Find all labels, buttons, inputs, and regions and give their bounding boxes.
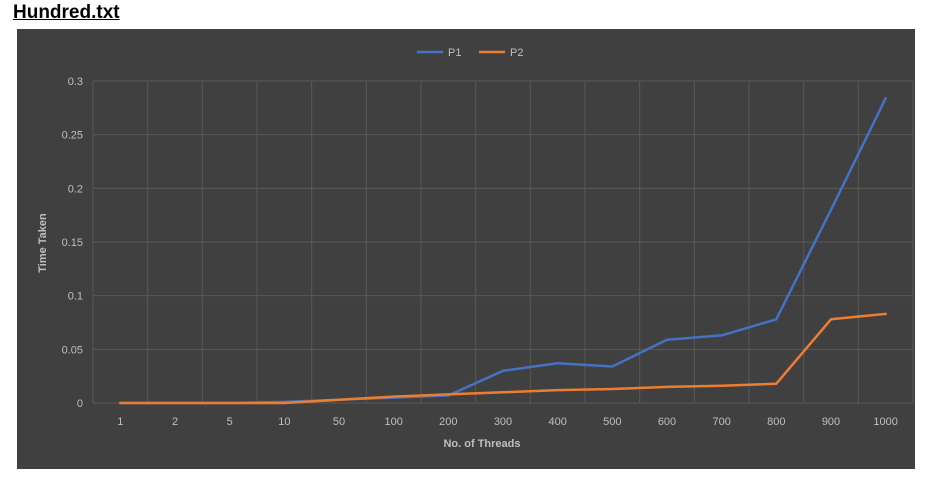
line-chart: 0 0.05 0.1 0.15 0.2 0.25 0.3 1 2 5 10 50 100 200 300 4… [17, 29, 915, 469]
x-tick-label: 800 [767, 416, 785, 428]
x-tick-label: 300 [494, 416, 512, 428]
legend-label-p2: P2 [510, 47, 523, 59]
x-tick-label: 200 [439, 416, 457, 428]
x-tick-label: 400 [548, 416, 566, 428]
grid-lines [92, 80, 914, 404]
x-tick-label: 500 [603, 416, 621, 428]
x-tick-label: 900 [822, 416, 840, 428]
x-tick-label: 50 [333, 416, 345, 428]
y-tick-label: 0 [77, 398, 83, 410]
x-tick-label: 100 [384, 416, 402, 428]
y-tick-label: 0.25 [62, 130, 83, 142]
x-tick-label: 2 [172, 416, 178, 428]
series-lines [119, 96, 887, 405]
x-axis-title: No. of Threads [443, 438, 520, 450]
legend: P1 P2 [417, 47, 523, 59]
x-tick-label: 1000 [873, 416, 897, 428]
y-axis-title: Time Taken [37, 213, 49, 273]
y-axis-tick-labels: 0 0.05 0.1 0.15 0.2 0.25 0.3 [62, 76, 83, 410]
x-axis-tick-labels: 1 2 5 10 50 100 200 300 400 500 600 700 800 900 1000 [117, 416, 898, 428]
x-tick-label: 5 [227, 416, 233, 428]
legend-label-p1: P1 [448, 47, 461, 59]
series-line-p2 [119, 312, 887, 405]
document-title: Hundred.txt [13, 2, 120, 23]
x-tick-label: 700 [712, 416, 730, 428]
y-tick-label: 0.15 [62, 237, 83, 249]
x-tick-label: 10 [278, 416, 290, 428]
series-line-p1 [119, 96, 887, 405]
x-tick-label: 600 [658, 416, 676, 428]
y-tick-label: 0.05 [62, 344, 83, 356]
y-tick-label: 0.1 [68, 291, 83, 303]
chart-svg: 0 0.05 0.1 0.15 0.2 0.25 0.3 1 2 5 10 50 100 200 300 4… [37, 47, 914, 450]
x-tick-label: 1 [117, 416, 123, 428]
y-tick-label: 0.2 [68, 183, 83, 195]
y-tick-label: 0.3 [68, 76, 83, 88]
